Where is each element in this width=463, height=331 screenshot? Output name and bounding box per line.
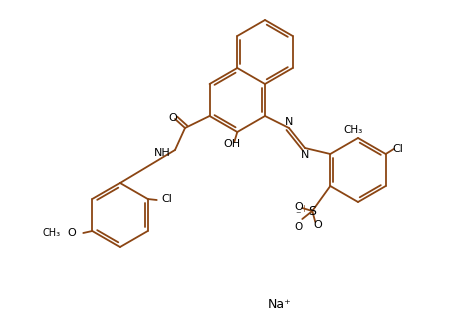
Text: OH: OH	[224, 139, 241, 149]
Text: CH₃: CH₃	[344, 125, 363, 135]
Text: O: O	[68, 228, 76, 238]
Text: O: O	[169, 113, 177, 123]
Text: Cl: Cl	[392, 144, 403, 154]
Text: N: N	[301, 150, 309, 160]
Text: N: N	[285, 117, 293, 127]
Text: CH₃: CH₃	[42, 228, 60, 238]
Text: ⁻
O: ⁻ O	[294, 210, 302, 232]
Text: O: O	[294, 202, 303, 212]
Text: Cl: Cl	[162, 194, 173, 204]
Text: NH: NH	[154, 148, 171, 158]
Text: S: S	[308, 205, 316, 217]
Text: O: O	[313, 220, 322, 230]
Text: Na⁺: Na⁺	[268, 299, 292, 311]
